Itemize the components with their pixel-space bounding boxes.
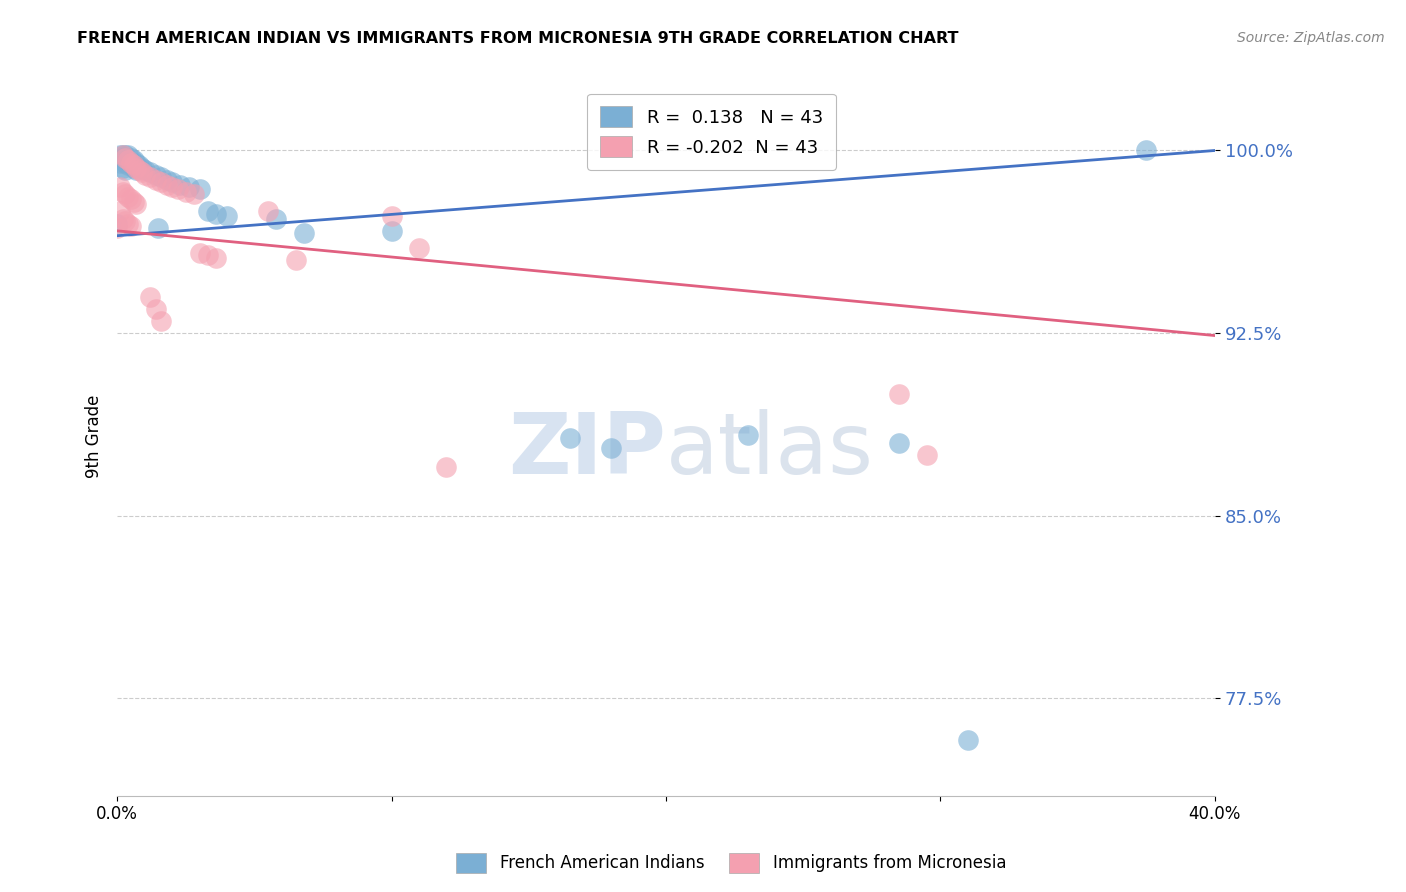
Point [105, 217, 128, 231]
Point [177, 180, 200, 194]
Point [266, 211, 288, 226]
Point [139, 289, 162, 303]
Point [381, 209, 404, 223]
Point [108, 148, 131, 162]
Point [114, 151, 136, 165]
Point [117, 217, 139, 231]
Point [111, 185, 134, 199]
Point [174, 185, 197, 199]
Point [117, 158, 139, 172]
Point [122, 158, 145, 172]
Point [108, 204, 131, 219]
Point [600, 441, 623, 455]
Point [117, 153, 139, 168]
Point [956, 732, 979, 747]
Point [150, 175, 173, 189]
Point [122, 153, 145, 168]
Point [114, 187, 136, 202]
Point [1135, 144, 1157, 158]
Point [197, 248, 219, 262]
Point [145, 172, 167, 186]
Point [111, 148, 134, 162]
Legend: R =  0.138   N = 43, R = -0.202  N = 43: R = 0.138 N = 43, R = -0.202 N = 43 [588, 94, 835, 169]
Point [915, 448, 938, 462]
Point [111, 148, 134, 162]
Point [125, 163, 148, 178]
Point [284, 253, 307, 268]
Text: FRENCH AMERICAN INDIAN VS IMMIGRANTS FROM MICRONESIA 9TH GRADE CORRELATION CHART: FRENCH AMERICAN INDIAN VS IMMIGRANTS FRO… [77, 31, 959, 46]
Point [188, 182, 211, 196]
Y-axis label: 9th Grade: 9th Grade [86, 395, 103, 478]
Point [114, 214, 136, 228]
Point [197, 204, 219, 219]
Point [160, 175, 183, 189]
Point [114, 151, 136, 165]
Point [117, 153, 139, 168]
Point [125, 155, 148, 169]
Point [131, 165, 153, 179]
Point [188, 245, 211, 260]
Point [215, 209, 238, 223]
Point [122, 161, 145, 175]
Point [155, 178, 177, 192]
Point [114, 163, 136, 178]
Point [128, 163, 150, 178]
Point [139, 165, 162, 179]
Point [145, 168, 167, 182]
Text: atlas: atlas [666, 409, 875, 492]
Point [128, 158, 150, 172]
Point [889, 387, 911, 401]
Point [114, 148, 136, 162]
Point [155, 172, 177, 186]
Point [120, 192, 142, 206]
Point [169, 178, 191, 192]
Point [125, 197, 148, 211]
Point [737, 428, 759, 442]
Point [139, 170, 162, 185]
Point [408, 241, 430, 255]
Point [120, 151, 142, 165]
Point [381, 224, 404, 238]
Legend: French American Indians, Immigrants from Micronesia: French American Indians, Immigrants from… [450, 847, 1012, 880]
Point [117, 190, 139, 204]
Point [558, 431, 581, 445]
Point [125, 161, 148, 175]
Point [122, 194, 145, 209]
Point [205, 251, 228, 265]
Point [117, 148, 139, 162]
Point [160, 180, 183, 194]
Point [134, 163, 156, 178]
Point [105, 221, 128, 235]
Point [148, 221, 170, 235]
Point [134, 168, 156, 182]
Point [108, 180, 131, 194]
Point [111, 161, 134, 175]
Point [108, 155, 131, 169]
Point [114, 155, 136, 169]
Point [111, 211, 134, 226]
Point [150, 170, 173, 185]
Text: Source: ZipAtlas.com: Source: ZipAtlas.com [1237, 31, 1385, 45]
Point [145, 301, 167, 316]
Point [183, 187, 205, 202]
Point [889, 435, 911, 450]
Point [120, 155, 142, 169]
Point [120, 219, 142, 233]
Point [436, 460, 458, 475]
Point [205, 207, 228, 221]
Point [257, 204, 280, 219]
Point [292, 227, 315, 241]
Point [166, 182, 188, 196]
Point [131, 161, 153, 175]
Text: ZIP: ZIP [509, 409, 666, 492]
Point [150, 314, 173, 328]
Point [111, 151, 134, 165]
Point [120, 155, 142, 169]
